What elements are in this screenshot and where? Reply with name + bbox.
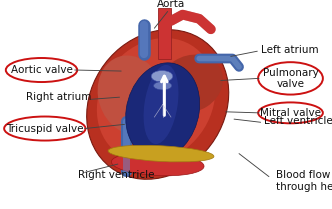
- Ellipse shape: [258, 102, 323, 123]
- Ellipse shape: [151, 71, 173, 82]
- Ellipse shape: [111, 152, 204, 176]
- Ellipse shape: [258, 62, 323, 94]
- Ellipse shape: [108, 145, 214, 162]
- PathPatch shape: [158, 8, 171, 59]
- Text: Right atrium: Right atrium: [26, 92, 91, 102]
- Ellipse shape: [98, 56, 165, 135]
- Ellipse shape: [159, 55, 223, 113]
- Ellipse shape: [126, 63, 200, 159]
- Ellipse shape: [87, 30, 229, 179]
- Text: Left atrium: Left atrium: [261, 45, 318, 55]
- Text: Right ventricle: Right ventricle: [78, 169, 154, 180]
- Ellipse shape: [4, 117, 86, 140]
- Text: Blood flow
through heart: Blood flow through heart: [276, 170, 332, 192]
- Text: Pulmonary
valve: Pulmonary valve: [263, 68, 318, 89]
- Text: Mitral valve: Mitral valve: [260, 108, 321, 118]
- Ellipse shape: [97, 38, 215, 163]
- Text: Aortic valve: Aortic valve: [11, 65, 72, 75]
- Ellipse shape: [154, 82, 172, 90]
- Ellipse shape: [6, 58, 77, 82]
- Text: Aorta: Aorta: [157, 0, 185, 9]
- Text: Left ventricle: Left ventricle: [264, 116, 332, 126]
- Text: Tricuspid valve: Tricuspid valve: [6, 124, 84, 134]
- Ellipse shape: [144, 65, 178, 144]
